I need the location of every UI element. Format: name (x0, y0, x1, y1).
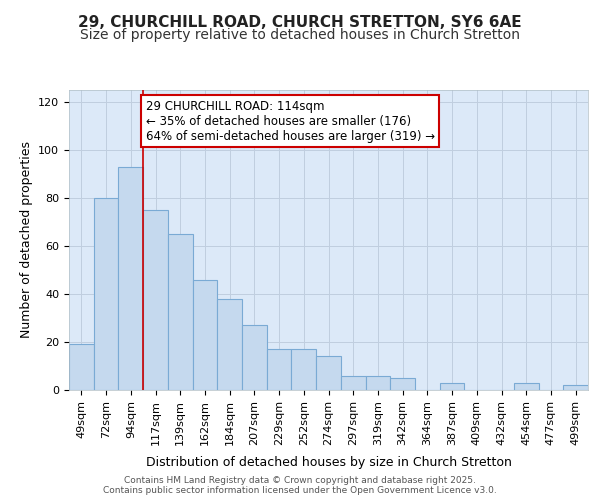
Bar (316, 356, 341, 390)
Bar (365, 376, 390, 390)
Y-axis label: Number of detached properties: Number of detached properties (20, 142, 32, 338)
Bar (390, 378, 415, 390)
Bar (563, 385, 588, 390)
Bar (514, 383, 539, 390)
Bar (242, 325, 267, 390)
Bar (267, 349, 292, 390)
Text: Size of property relative to detached houses in Church Stretton: Size of property relative to detached ho… (80, 28, 520, 42)
Bar (69, 344, 94, 390)
Bar (440, 383, 464, 390)
Bar (193, 280, 217, 390)
Text: 29, CHURCHILL ROAD, CHURCH STRETTON, SY6 6AE: 29, CHURCHILL ROAD, CHURCH STRETTON, SY6… (78, 15, 522, 30)
Text: Contains HM Land Registry data © Crown copyright and database right 2025.
Contai: Contains HM Land Registry data © Crown c… (103, 476, 497, 495)
Bar (341, 376, 365, 390)
Bar (94, 198, 118, 390)
Bar (217, 299, 242, 390)
Bar (118, 167, 143, 390)
Text: 29 CHURCHILL ROAD: 114sqm
← 35% of detached houses are smaller (176)
64% of semi: 29 CHURCHILL ROAD: 114sqm ← 35% of detac… (146, 100, 435, 142)
Bar (168, 234, 193, 390)
Bar (292, 349, 316, 390)
Bar (143, 210, 168, 390)
X-axis label: Distribution of detached houses by size in Church Stretton: Distribution of detached houses by size … (146, 456, 511, 469)
